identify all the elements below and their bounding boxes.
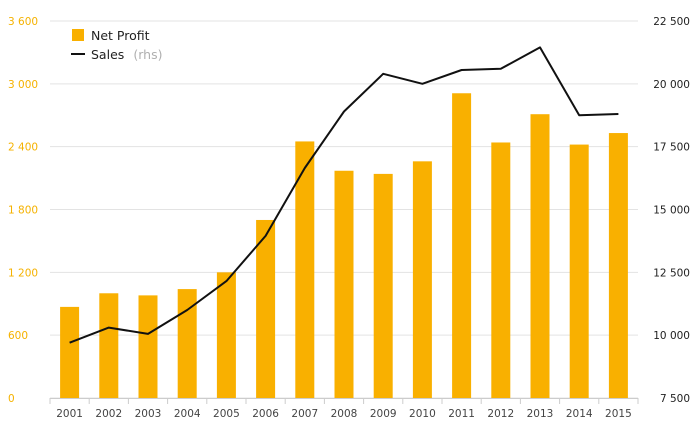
x-axis-tick-label: 2007 [291,408,318,420]
left-axis-tick-label: 2 400 [8,142,38,154]
bar-net-profit-2013 [530,114,550,399]
legend: Net Profit Sales (rhs) [71,28,162,63]
left-axis-tick-label: 0 [8,393,15,405]
sales-line-series [69,46,619,344]
right-axis-tick-label: 15 000 [653,205,690,217]
right-axis-tick-label: 22 500 [653,16,690,28]
x-axis-tick-label: 2004 [174,408,201,420]
legend-label-sales-suffix: (rhs) [133,47,162,62]
left-axis-tick-label: 3 600 [8,16,38,28]
right-axis-tick-label: 12 500 [653,267,690,279]
x-axis: 2001 2002 2003 2004 2005 2006 2007 2008 2009 2010… [49,398,639,420]
bar-net-profit-2002 [99,293,119,398]
bar-net-profit-2014 [569,144,589,398]
legend-label-net-profit: Net Profit [91,28,150,43]
x-axis-tick-label: 2005 [213,408,240,420]
legend-label-sales: Sales (rhs) [91,44,162,63]
x-axis-tick-label: 2009 [370,408,397,420]
left-axis-tick-label: 1 200 [8,267,38,279]
x-axis-tick-label: 2002 [95,408,122,420]
bar-net-profit-2012 [491,142,511,398]
x-axis-tick-label: 2011 [448,408,475,420]
bar-net-profit-2005 [216,272,236,398]
bar-net-profit-2006 [256,219,276,398]
x-axis-tick-label: 2006 [252,408,279,420]
bar-net-profit-2011 [452,93,472,398]
left-axis-tick-label: 1 800 [8,205,38,217]
x-axis-tick-label: 2013 [527,408,554,420]
bar-net-profit-2010 [412,161,432,398]
right-axis-tick-label: 20 000 [653,79,690,91]
sales-line [69,46,619,344]
bar-net-profit-2009 [373,173,393,398]
bar-net-profit-2007 [295,141,315,399]
x-axis-tick-label: 2014 [566,408,593,420]
x-axis-tick-label: 2012 [487,408,514,420]
legend-swatch-net-profit [72,29,84,41]
x-axis-tick-label: 2003 [135,408,162,420]
bar-net-profit-2004 [177,289,197,398]
bar-net-profit-2001 [60,306,80,398]
legend-label-sales-name: Sales [91,47,124,62]
left-axis-tick-label: 3 000 [8,79,38,91]
right-axis-tick-label: 7 500 [660,393,690,405]
right-y-axis: 7 500 10 000 12 500 15 000 17 500 20 000 22 50… [653,16,690,405]
right-axis-tick-label: 10 000 [653,330,690,342]
x-axis-tick-label: 2015 [605,408,632,420]
bar-net-profit-2003 [138,295,158,398]
net-profit-bars [60,93,628,399]
right-axis-tick-label: 17 500 [653,142,690,154]
x-axis-tick-label: 2008 [331,408,358,420]
bar-net-profit-2015 [608,133,628,398]
left-y-axis: 0 600 1 200 1 800 2 400 3 000 3 600 [8,16,38,405]
left-axis-tick-label: 600 [8,330,28,342]
bar-net-profit-2008 [334,170,354,398]
x-axis-tick-label: 2010 [409,408,436,420]
x-axis-tick-label: 2001 [56,408,83,420]
